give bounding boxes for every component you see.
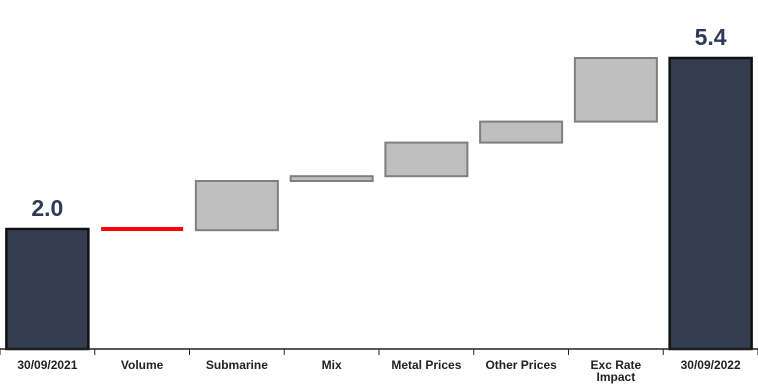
tick-label-30-09-2022: 30/09/2022 — [681, 358, 741, 372]
bar-submarine — [194, 180, 279, 232]
data-label-30-09-2022: 5.4 — [695, 24, 727, 50]
bar-mix — [289, 175, 374, 182]
tick-label-exc-rate-impact: Exc Rate Impact — [591, 358, 642, 384]
data-label-30-09-2021: 2.0 — [31, 195, 63, 221]
bar-other-prices — [479, 120, 564, 144]
labels-layer: 2.0 5.4 — [31, 24, 726, 221]
tick-label-submarine: Submarine — [206, 358, 268, 372]
tick-label-metal-prices: Metal Prices — [391, 358, 461, 372]
tick-label-30-09-2021: 30/09/2021 — [17, 358, 77, 372]
tick-label-other-prices: Other Prices — [485, 358, 557, 372]
bar-30-09-2022 — [668, 56, 753, 351]
bars-layer — [5, 56, 753, 351]
x-axis: 30/09/2021 Volume Submarine Mix Metal Prices… — [0, 348, 758, 384]
bar-exc-rate-impact — [573, 57, 658, 123]
bar-metal-prices — [384, 141, 469, 178]
tick-label-mix: Mix — [322, 358, 342, 372]
bar-30-09-2021 — [5, 227, 90, 351]
tick-label-volume: Volume — [121, 358, 164, 372]
